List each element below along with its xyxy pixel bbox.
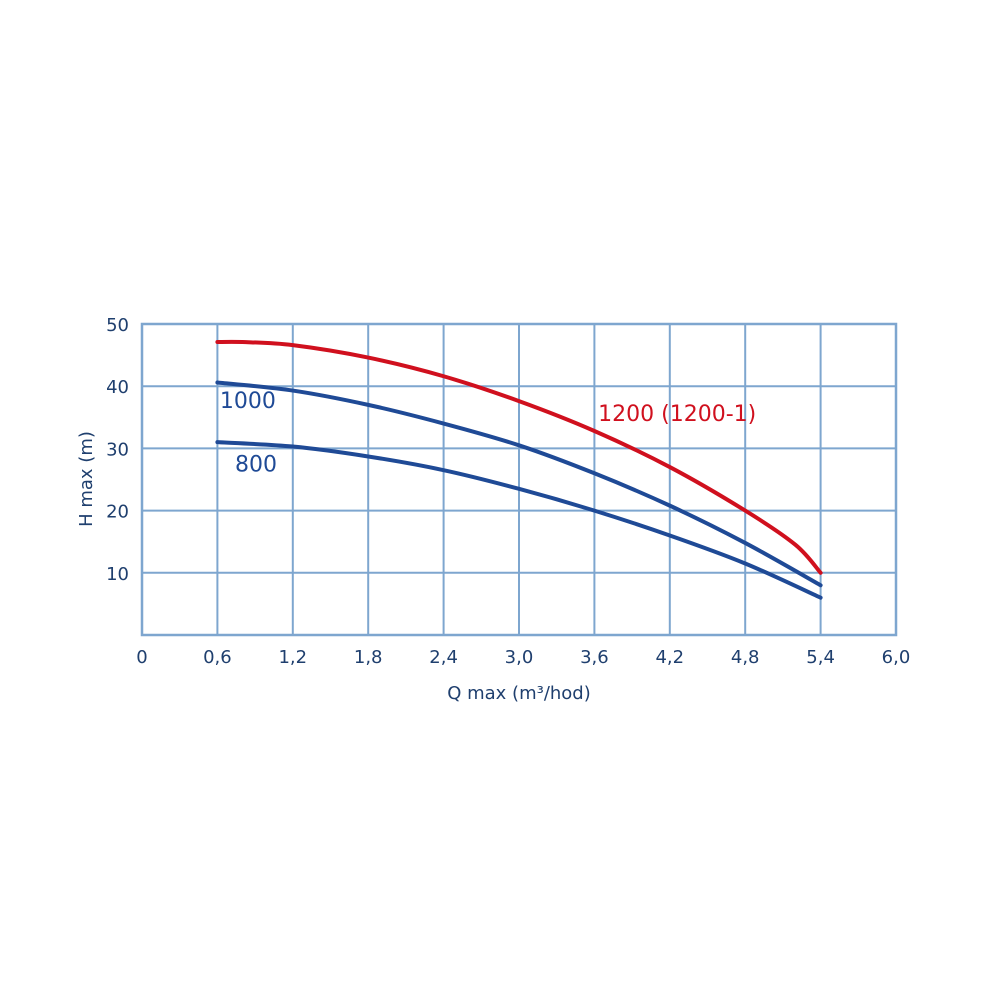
x-tick-label: 2,4 xyxy=(429,647,458,668)
x-tick-label: 0 xyxy=(136,647,147,668)
series-labels: 1200 (1200-1) 1000 800 xyxy=(220,389,756,477)
series-label: 1000 xyxy=(220,389,276,414)
series-label: 800 xyxy=(235,452,277,477)
series-line-1000 xyxy=(215,380,823,588)
x-tick-label: 3,6 xyxy=(580,647,609,668)
y-tick-label: 40 xyxy=(106,377,129,398)
y-tick-label: 50 xyxy=(106,315,129,336)
x-tick-label: 4,8 xyxy=(731,647,760,668)
series-lines xyxy=(215,339,823,600)
x-tick-label: 5,4 xyxy=(806,647,835,668)
x-tick-label: 3,0 xyxy=(505,647,534,668)
x-tick-label: 0,6 xyxy=(203,647,232,668)
x-tick-label: 1,8 xyxy=(354,647,383,668)
y-tick-label: 20 xyxy=(106,502,129,523)
tick-labels: 0 0,6 1,2 1,8 2,4 3,0 3,6 4,2 4,8 5,4 6,0 10 20 30 40 5… xyxy=(106,315,910,668)
grid xyxy=(140,322,898,637)
x-tick-label: 4,2 xyxy=(655,647,684,668)
series-line-800 xyxy=(215,440,823,600)
x-tick-label: 1,2 xyxy=(278,647,307,668)
y-tick-label: 30 xyxy=(106,439,129,460)
x-axis-title: Q max (m³/hod) xyxy=(447,683,591,704)
x-tick-label: 6,0 xyxy=(882,647,911,668)
y-tick-label: 10 xyxy=(106,564,129,585)
series-line-1200 xyxy=(215,339,823,575)
series-label: 1200 (1200-1) xyxy=(598,402,756,427)
y-axis-title: H max (m) xyxy=(76,431,97,527)
plot-frame xyxy=(140,322,898,637)
